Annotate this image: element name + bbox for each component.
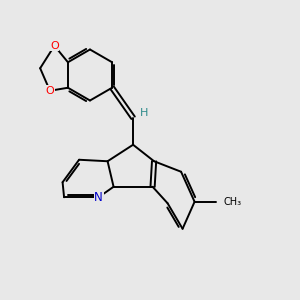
Text: O: O: [50, 41, 59, 51]
Text: O: O: [46, 86, 54, 96]
Text: N: N: [94, 191, 103, 204]
Text: CH₃: CH₃: [223, 197, 241, 207]
Text: H: H: [140, 108, 149, 118]
